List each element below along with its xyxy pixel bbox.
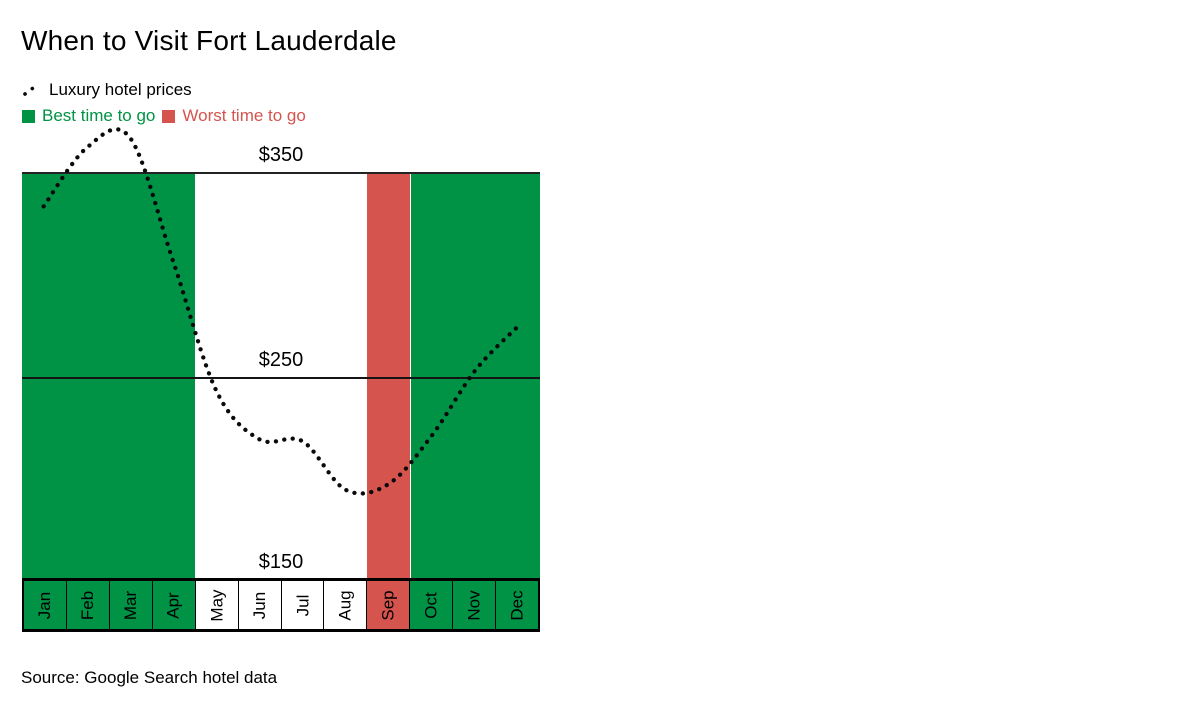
month-label: Sep <box>378 589 398 621</box>
legend-zones: Best time to go Worst time to go <box>22 106 306 126</box>
legend-best-label: Best time to go <box>42 106 156 125</box>
dotted-line-icon <box>23 83 39 96</box>
month-cell-jun: Jun <box>238 581 282 629</box>
month-axis: Jan Feb Mar Apr May Jun Jul Aug Sep Oct Nov Dec <box>22 578 540 632</box>
month-label: Dec <box>507 589 527 621</box>
ytick-350: $350 <box>258 144 304 166</box>
legend-line-label: Luxury hotel prices <box>49 80 192 99</box>
month-label: Mar <box>121 590 141 620</box>
month-label: Jan <box>35 591 55 619</box>
month-label: Jul <box>292 594 312 616</box>
month-cell-aug: Aug <box>324 581 368 629</box>
ytick-150: $150 <box>258 551 304 573</box>
legend-line-series: Luxury hotel prices <box>22 80 192 100</box>
month-cell-sep: Sep <box>367 581 411 629</box>
month-cell-dec: Dec <box>496 581 539 629</box>
month-label: Aug <box>335 589 355 621</box>
chart-title: When to Visit Fort Lauderdale <box>21 25 397 56</box>
month-cell-feb: Feb <box>66 581 110 629</box>
month-label: Jun <box>250 591 270 619</box>
legend-worst-label: Worst time to go <box>182 106 306 125</box>
month-cell-jul: Jul <box>281 581 325 629</box>
ytick-250: $250 <box>258 349 304 371</box>
month-cell-may: May <box>195 581 239 629</box>
plot-area: $350 $250 $150 Jan Feb Mar Apr May Jun Jul Aug S… <box>22 144 540 632</box>
month-label: Nov <box>464 589 484 621</box>
gridline-350 <box>22 172 540 174</box>
best-swatch-icon <box>22 109 35 123</box>
month-cell-jan: Jan <box>24 581 67 629</box>
source-note: Source: Google Search hotel data <box>21 668 278 687</box>
month-cell-mar: Mar <box>109 581 153 629</box>
worst-swatch-icon <box>162 109 176 123</box>
month-cell-apr: Apr <box>152 581 196 629</box>
month-cell-oct: Oct <box>410 581 454 629</box>
month-label: Apr <box>164 591 184 619</box>
gridline-250 <box>22 377 540 379</box>
month-label: May <box>207 588 227 622</box>
month-label: Feb <box>78 590 98 620</box>
month-cell-nov: Nov <box>453 581 497 629</box>
month-label: Oct <box>421 591 441 619</box>
